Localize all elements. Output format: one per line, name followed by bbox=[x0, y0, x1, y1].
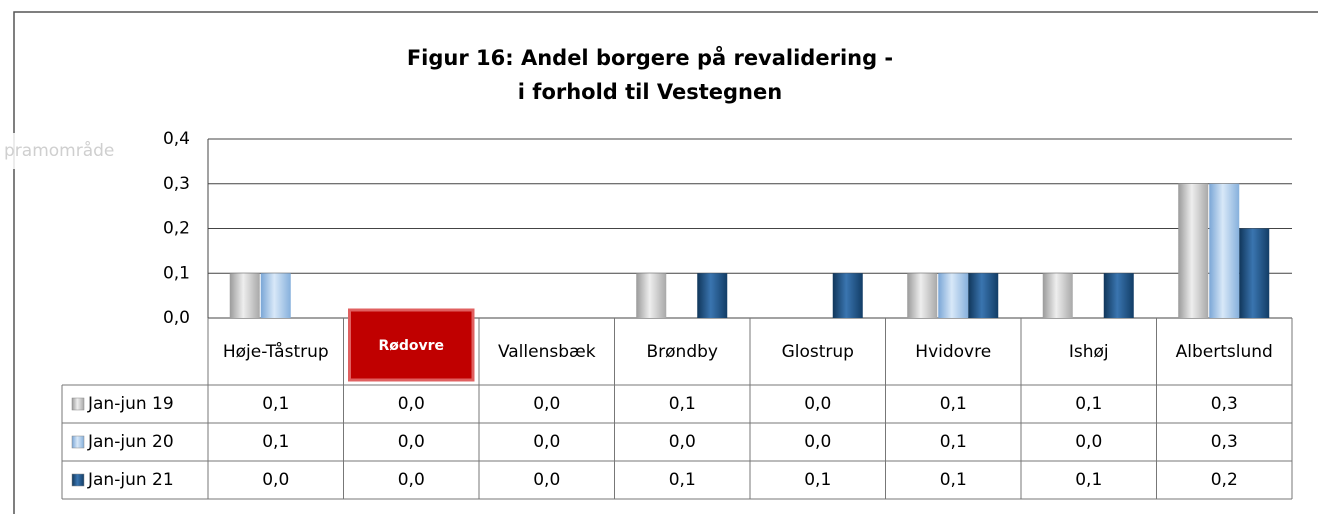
x-tick-label: Vallensbæk bbox=[498, 342, 596, 362]
data-table-value: 0,1 bbox=[262, 432, 289, 452]
bar bbox=[1209, 183, 1240, 318]
x-tick-label: Albertslund bbox=[1176, 342, 1273, 362]
legend-label: Jan-jun 21 bbox=[87, 470, 174, 490]
tooltip: pramområde bbox=[4, 140, 114, 161]
bar bbox=[1239, 228, 1270, 318]
data-table-value: 0,0 bbox=[262, 470, 289, 490]
highlight-box bbox=[348, 308, 475, 382]
bar bbox=[907, 273, 938, 318]
bar bbox=[968, 273, 999, 318]
data-table-value: 0,1 bbox=[804, 470, 831, 490]
bar bbox=[1103, 273, 1134, 318]
bar bbox=[1042, 273, 1073, 318]
data-table-value: 0,0 bbox=[533, 394, 560, 414]
data-table-value: 0,0 bbox=[804, 394, 831, 414]
tooltip-box bbox=[0, 133, 160, 169]
x-tick-label: Brøndby bbox=[647, 342, 718, 362]
y-tick-label: 0,1 bbox=[163, 263, 190, 283]
x-tick-label: Rødovre bbox=[378, 338, 444, 354]
legend-label: Jan-jun 19 bbox=[87, 394, 174, 414]
chart-title: Figur 16: Andel borgere på revalidering … bbox=[407, 45, 893, 70]
data-table-value: 0,1 bbox=[940, 470, 967, 490]
data-table-value: 0,1 bbox=[669, 470, 696, 490]
y-tick-label: 0,2 bbox=[163, 219, 190, 239]
data-table-value: 0,3 bbox=[1211, 432, 1238, 452]
data-table-value: 0,1 bbox=[1075, 394, 1102, 414]
legend-marker bbox=[71, 397, 85, 411]
data-table-value: 0,1 bbox=[940, 394, 967, 414]
bar bbox=[938, 273, 969, 318]
bar bbox=[636, 273, 667, 318]
data-table-value: 0,0 bbox=[533, 432, 560, 452]
data-table-value: 0,1 bbox=[940, 432, 967, 452]
data-table-value: 0,0 bbox=[804, 432, 831, 452]
data-table-value: 0,1 bbox=[1075, 470, 1102, 490]
chart-frame bbox=[13, 11, 1318, 514]
bar bbox=[229, 273, 260, 318]
bar bbox=[832, 273, 863, 318]
y-tick-label: 0,4 bbox=[163, 129, 190, 149]
x-tick-label: Ishøj bbox=[1069, 342, 1109, 362]
data-table-value: 0,3 bbox=[1211, 394, 1238, 414]
legend-label: Jan-jun 20 bbox=[87, 432, 174, 452]
x-tick-label: Glostrup bbox=[782, 342, 854, 362]
y-tick-label: 0,0 bbox=[163, 308, 190, 328]
data-table-value: 0,0 bbox=[669, 432, 696, 452]
data-table-value: 0,0 bbox=[398, 394, 425, 414]
legend-marker bbox=[71, 435, 85, 449]
y-tick-label: 0,3 bbox=[163, 174, 190, 194]
x-tick-label: Høje-Tåstrup bbox=[223, 341, 329, 362]
data-table-value: 0,0 bbox=[533, 470, 560, 490]
data-table-value: 0,2 bbox=[1211, 470, 1238, 490]
bar bbox=[697, 273, 728, 318]
legend-marker bbox=[71, 473, 85, 487]
data-table-value: 0,0 bbox=[1075, 432, 1102, 452]
data-table-value: 0,1 bbox=[262, 394, 289, 414]
data-table-value: 0,0 bbox=[398, 432, 425, 452]
data-table-value: 0,0 bbox=[398, 470, 425, 490]
bar bbox=[1178, 183, 1209, 318]
data-table-value: 0,1 bbox=[669, 394, 696, 414]
x-tick-label: Hvidovre bbox=[915, 342, 991, 362]
chart-title: i forhold til Vestegnen bbox=[518, 80, 782, 104]
bar bbox=[260, 273, 291, 318]
